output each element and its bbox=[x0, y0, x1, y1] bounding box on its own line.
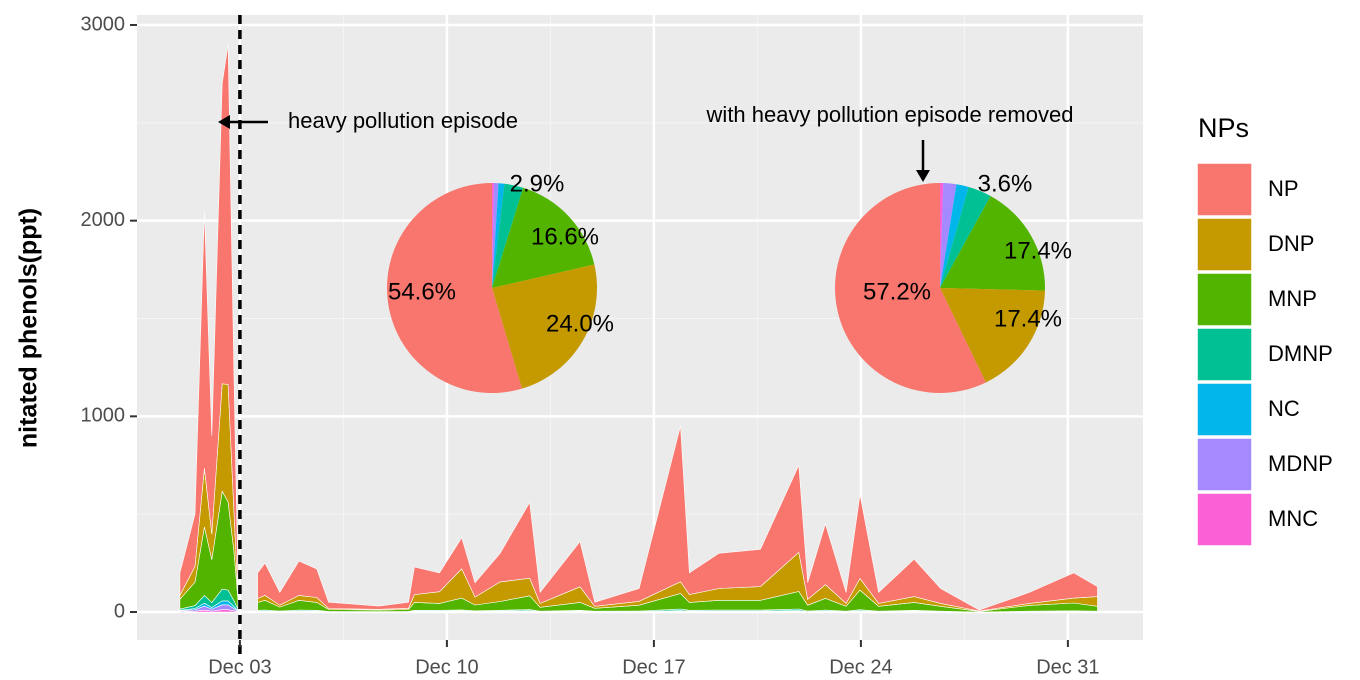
pie-label: 16.6% bbox=[531, 223, 599, 250]
legend-key bbox=[1196, 437, 1253, 492]
pie-slice bbox=[492, 183, 494, 288]
pie-slice bbox=[492, 183, 524, 288]
pie-slice bbox=[940, 182, 944, 288]
x-tick-label: Dec 10 bbox=[415, 656, 478, 678]
pie-label: 54.6% bbox=[388, 278, 456, 305]
x-tick-label: Dec 31 bbox=[1036, 656, 1099, 678]
arrow-head bbox=[916, 170, 930, 182]
pie-label: 57.2% bbox=[863, 278, 931, 305]
y-axis-label: nitated phenols(ppt) bbox=[15, 208, 43, 448]
legend-label: NP bbox=[1268, 176, 1299, 201]
pie-slice bbox=[940, 183, 957, 288]
pie-slice bbox=[492, 183, 499, 288]
legend-key bbox=[1196, 217, 1253, 272]
pie-slice bbox=[940, 184, 969, 288]
legend-label: DMNP bbox=[1268, 341, 1333, 366]
pie-slice bbox=[940, 195, 1046, 291]
legend-key bbox=[1196, 272, 1253, 327]
pie-slice bbox=[492, 187, 595, 288]
x-tick-label: Dec 03 bbox=[208, 656, 271, 678]
legend-label: MNP bbox=[1268, 286, 1317, 311]
arrow-head bbox=[218, 115, 230, 129]
y-tick-label: 3000 bbox=[81, 13, 126, 35]
y-tick-label: 1000 bbox=[81, 405, 126, 427]
pie-slice bbox=[940, 186, 991, 288]
annotation: heavy pollution episode bbox=[288, 108, 518, 133]
area bbox=[179, 44, 1098, 612]
legend-label: NC bbox=[1268, 396, 1300, 421]
x-tick-label: Dec 17 bbox=[622, 656, 685, 678]
legend-key bbox=[1196, 492, 1253, 547]
legend-label: MNC bbox=[1268, 506, 1318, 531]
annotation: with heavy pollution episode removed bbox=[706, 102, 1074, 127]
y-tick-label: 2000 bbox=[81, 209, 126, 231]
legend-key bbox=[1196, 382, 1253, 437]
pie-slice bbox=[492, 264, 598, 389]
pie-label: 17.4% bbox=[1004, 237, 1072, 264]
x-tick-label: Dec 24 bbox=[829, 656, 892, 678]
pie-slice bbox=[835, 183, 986, 393]
pie-label: 3.6% bbox=[978, 170, 1033, 197]
y-tick-label: 0 bbox=[114, 600, 125, 622]
pie-label: 17.4% bbox=[994, 305, 1062, 332]
pie-slice bbox=[492, 183, 505, 288]
pie-label: 24.0% bbox=[546, 310, 614, 337]
legend-key bbox=[1196, 327, 1253, 382]
legend-title: NPs bbox=[1198, 113, 1249, 143]
pie-slice bbox=[386, 183, 522, 393]
pie-label: 2.9% bbox=[510, 170, 565, 197]
legend-key bbox=[1196, 162, 1253, 217]
pie-slice bbox=[940, 288, 1045, 383]
legend-label: MDNP bbox=[1268, 451, 1333, 476]
legend-label: DNP bbox=[1268, 231, 1314, 256]
